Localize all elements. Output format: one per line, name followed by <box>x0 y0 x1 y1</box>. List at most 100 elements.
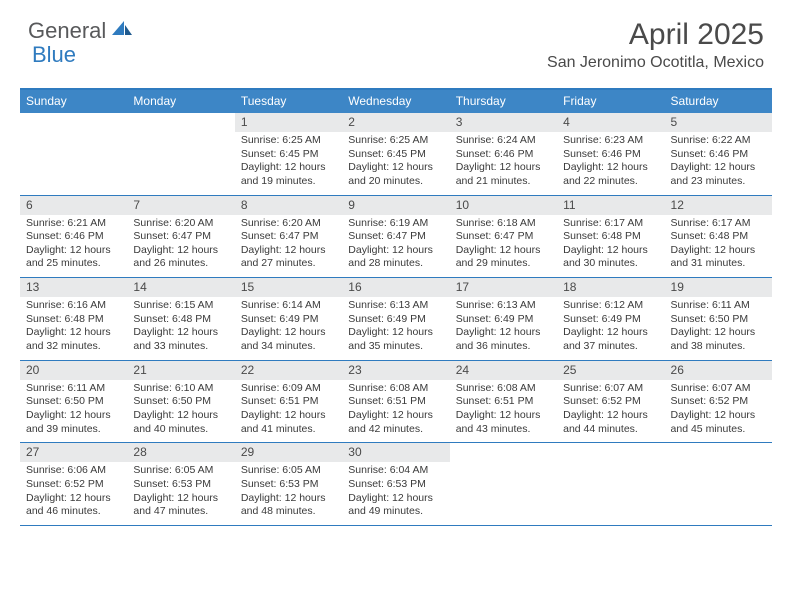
day-cell: 3Sunrise: 6:24 AMSunset: 6:46 PMDaylight… <box>450 113 557 195</box>
month-title: April 2025 <box>547 18 764 52</box>
sunrise-line: Sunrise: 6:04 AM <box>348 464 443 478</box>
day-info: Sunrise: 6:13 AMSunset: 6:49 PMDaylight:… <box>342 297 449 360</box>
day-number <box>450 443 557 448</box>
day-cell: 30Sunrise: 6:04 AMSunset: 6:53 PMDayligh… <box>342 443 449 525</box>
day-cell: 15Sunrise: 6:14 AMSunset: 6:49 PMDayligh… <box>235 278 342 360</box>
day-number: 21 <box>127 361 234 380</box>
sunrise-line: Sunrise: 6:11 AM <box>671 299 766 313</box>
sunrise-line: Sunrise: 6:18 AM <box>456 217 551 231</box>
day-number: 24 <box>450 361 557 380</box>
day-cell: 22Sunrise: 6:09 AMSunset: 6:51 PMDayligh… <box>235 361 342 443</box>
sunset-line: Sunset: 6:46 PM <box>26 230 121 244</box>
day-cell <box>450 443 557 525</box>
day-number: 5 <box>665 113 772 132</box>
header: General Blue April 2025 San Jeronimo Oco… <box>0 0 792 80</box>
calendar: SundayMondayTuesdayWednesdayThursdayFrid… <box>20 88 772 526</box>
daylight-line: Daylight: 12 hours and 30 minutes. <box>563 244 658 271</box>
day-cell: 23Sunrise: 6:08 AMSunset: 6:51 PMDayligh… <box>342 361 449 443</box>
day-cell: 10Sunrise: 6:18 AMSunset: 6:47 PMDayligh… <box>450 196 557 278</box>
location-subtitle: San Jeronimo Ocotitla, Mexico <box>547 54 764 72</box>
day-number: 7 <box>127 196 234 215</box>
day-cell: 2Sunrise: 6:25 AMSunset: 6:45 PMDaylight… <box>342 113 449 195</box>
day-cell: 21Sunrise: 6:10 AMSunset: 6:50 PMDayligh… <box>127 361 234 443</box>
day-info: Sunrise: 6:16 AMSunset: 6:48 PMDaylight:… <box>20 297 127 360</box>
day-info: Sunrise: 6:05 AMSunset: 6:53 PMDaylight:… <box>127 462 234 525</box>
sunset-line: Sunset: 6:49 PM <box>241 313 336 327</box>
day-number: 16 <box>342 278 449 297</box>
day-cell: 8Sunrise: 6:20 AMSunset: 6:47 PMDaylight… <box>235 196 342 278</box>
day-info: Sunrise: 6:08 AMSunset: 6:51 PMDaylight:… <box>342 380 449 443</box>
brand-name-1: General <box>28 18 106 44</box>
day-info: Sunrise: 6:18 AMSunset: 6:47 PMDaylight:… <box>450 215 557 278</box>
day-info: Sunrise: 6:12 AMSunset: 6:49 PMDaylight:… <box>557 297 664 360</box>
week-row: 1Sunrise: 6:25 AMSunset: 6:45 PMDaylight… <box>20 113 772 196</box>
day-number: 4 <box>557 113 664 132</box>
day-info: Sunrise: 6:10 AMSunset: 6:50 PMDaylight:… <box>127 380 234 443</box>
day-cell: 7Sunrise: 6:20 AMSunset: 6:47 PMDaylight… <box>127 196 234 278</box>
sunset-line: Sunset: 6:52 PM <box>26 478 121 492</box>
day-number <box>665 443 772 448</box>
brand-sail-icon <box>110 19 134 42</box>
day-cell: 29Sunrise: 6:05 AMSunset: 6:53 PMDayligh… <box>235 443 342 525</box>
day-cell: 4Sunrise: 6:23 AMSunset: 6:46 PMDaylight… <box>557 113 664 195</box>
daylight-line: Daylight: 12 hours and 44 minutes. <box>563 409 658 436</box>
sunrise-line: Sunrise: 6:07 AM <box>563 382 658 396</box>
day-cell <box>665 443 772 525</box>
daylight-line: Daylight: 12 hours and 27 minutes. <box>241 244 336 271</box>
day-cell: 24Sunrise: 6:08 AMSunset: 6:51 PMDayligh… <box>450 361 557 443</box>
day-info: Sunrise: 6:20 AMSunset: 6:47 PMDaylight:… <box>235 215 342 278</box>
daylight-line: Daylight: 12 hours and 32 minutes. <box>26 326 121 353</box>
sunset-line: Sunset: 6:51 PM <box>241 395 336 409</box>
day-number: 28 <box>127 443 234 462</box>
day-cell: 26Sunrise: 6:07 AMSunset: 6:52 PMDayligh… <box>665 361 772 443</box>
daylight-line: Daylight: 12 hours and 38 minutes. <box>671 326 766 353</box>
sunrise-line: Sunrise: 6:10 AM <box>133 382 228 396</box>
day-number <box>557 443 664 448</box>
daylight-line: Daylight: 12 hours and 34 minutes. <box>241 326 336 353</box>
sunrise-line: Sunrise: 6:25 AM <box>241 134 336 148</box>
sunset-line: Sunset: 6:53 PM <box>241 478 336 492</box>
day-number: 25 <box>557 361 664 380</box>
day-number: 1 <box>235 113 342 132</box>
day-info: Sunrise: 6:11 AMSunset: 6:50 PMDaylight:… <box>20 380 127 443</box>
day-cell: 1Sunrise: 6:25 AMSunset: 6:45 PMDaylight… <box>235 113 342 195</box>
sunrise-line: Sunrise: 6:24 AM <box>456 134 551 148</box>
day-number: 10 <box>450 196 557 215</box>
brand-logo: General <box>28 18 136 44</box>
day-info: Sunrise: 6:19 AMSunset: 6:47 PMDaylight:… <box>342 215 449 278</box>
day-info: Sunrise: 6:08 AMSunset: 6:51 PMDaylight:… <box>450 380 557 443</box>
day-info: Sunrise: 6:20 AMSunset: 6:47 PMDaylight:… <box>127 215 234 278</box>
daylight-line: Daylight: 12 hours and 31 minutes. <box>671 244 766 271</box>
day-number: 22 <box>235 361 342 380</box>
day-number: 15 <box>235 278 342 297</box>
sunrise-line: Sunrise: 6:25 AM <box>348 134 443 148</box>
daylight-line: Daylight: 12 hours and 48 minutes. <box>241 492 336 519</box>
day-number: 30 <box>342 443 449 462</box>
day-number: 27 <box>20 443 127 462</box>
day-info: Sunrise: 6:09 AMSunset: 6:51 PMDaylight:… <box>235 380 342 443</box>
day-cell: 14Sunrise: 6:15 AMSunset: 6:48 PMDayligh… <box>127 278 234 360</box>
day-cell: 16Sunrise: 6:13 AMSunset: 6:49 PMDayligh… <box>342 278 449 360</box>
sunrise-line: Sunrise: 6:11 AM <box>26 382 121 396</box>
daylight-line: Daylight: 12 hours and 26 minutes. <box>133 244 228 271</box>
day-info: Sunrise: 6:05 AMSunset: 6:53 PMDaylight:… <box>235 462 342 525</box>
day-number: 18 <box>557 278 664 297</box>
day-cell: 9Sunrise: 6:19 AMSunset: 6:47 PMDaylight… <box>342 196 449 278</box>
day-cell: 11Sunrise: 6:17 AMSunset: 6:48 PMDayligh… <box>557 196 664 278</box>
day-info: Sunrise: 6:25 AMSunset: 6:45 PMDaylight:… <box>342 132 449 195</box>
day-info: Sunrise: 6:24 AMSunset: 6:46 PMDaylight:… <box>450 132 557 195</box>
day-number: 23 <box>342 361 449 380</box>
weekday-header: Wednesday <box>342 90 449 113</box>
daylight-line: Daylight: 12 hours and 25 minutes. <box>26 244 121 271</box>
sunset-line: Sunset: 6:49 PM <box>456 313 551 327</box>
weekday-header: Friday <box>557 90 664 113</box>
sunrise-line: Sunrise: 6:21 AM <box>26 217 121 231</box>
sunrise-line: Sunrise: 6:15 AM <box>133 299 228 313</box>
day-info: Sunrise: 6:07 AMSunset: 6:52 PMDaylight:… <box>665 380 772 443</box>
day-info: Sunrise: 6:17 AMSunset: 6:48 PMDaylight:… <box>665 215 772 278</box>
day-number: 14 <box>127 278 234 297</box>
daylight-line: Daylight: 12 hours and 36 minutes. <box>456 326 551 353</box>
day-number: 2 <box>342 113 449 132</box>
sunset-line: Sunset: 6:50 PM <box>133 395 228 409</box>
daylight-line: Daylight: 12 hours and 46 minutes. <box>26 492 121 519</box>
